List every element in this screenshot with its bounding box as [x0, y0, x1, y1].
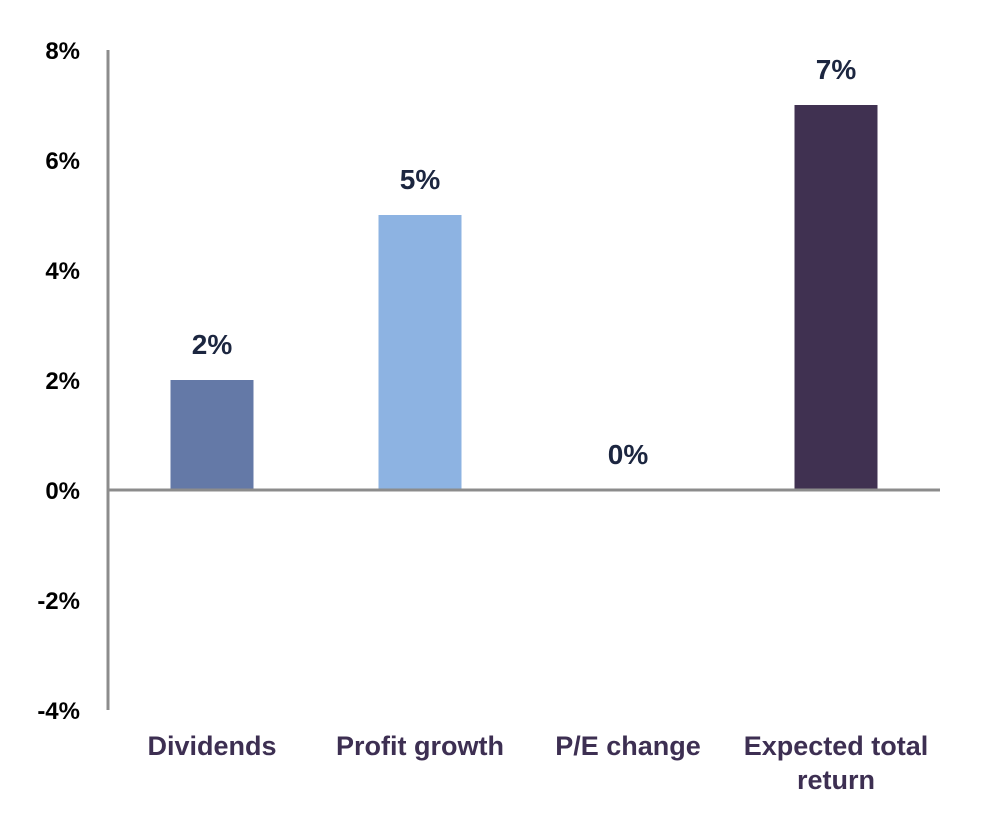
- y-tick-label: 0%: [45, 478, 80, 505]
- y-tick-label: -4%: [37, 698, 80, 725]
- bar: [378, 215, 462, 490]
- x-category-label: Expected total return: [744, 731, 929, 795]
- y-axis-tick-labels: 8% 6% 4% 2% 0% -2% -4%: [37, 38, 80, 725]
- x-category-label: Profit growth: [336, 731, 504, 761]
- y-tick-label: -2%: [37, 588, 80, 615]
- x-category-label: Dividends: [147, 731, 276, 761]
- bars: [170, 105, 878, 490]
- bar: [170, 380, 254, 490]
- y-tick-label: 2%: [45, 368, 80, 395]
- x-axis-category-labels: Dividends Profit growth P/E change Expected…: [147, 731, 928, 795]
- bar-data-label: 7%: [816, 54, 857, 85]
- bar-data-label: 2%: [192, 329, 233, 360]
- bar-data-label: 0%: [608, 439, 649, 470]
- x-category-label: P/E change: [555, 731, 701, 761]
- bar-data-label: 5%: [400, 164, 441, 195]
- y-tick-label: 8%: [45, 38, 80, 65]
- y-tick-label: 4%: [45, 258, 80, 285]
- y-tick-label: 6%: [45, 148, 80, 175]
- bar-data-labels: 2% 5% 0% 7%: [192, 54, 857, 470]
- bar: [794, 105, 878, 490]
